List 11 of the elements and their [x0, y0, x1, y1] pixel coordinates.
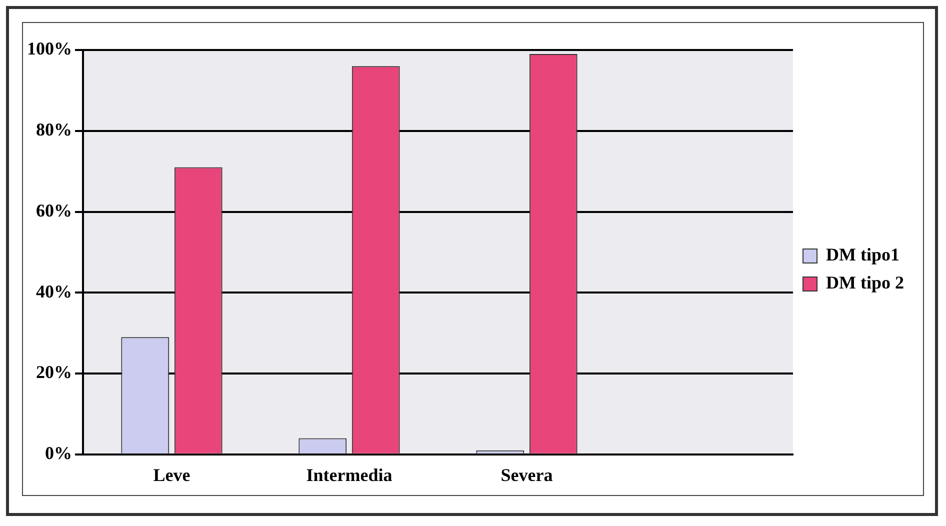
x-tick-label: Leve	[153, 464, 190, 485]
x-tick-label: Severa	[500, 464, 553, 485]
y-tick-label: 20%	[36, 362, 72, 382]
legend-label: DM tipo 2	[826, 272, 904, 293]
y-tick-label: 100%	[27, 38, 72, 59]
y-tick-label: 60%	[36, 200, 72, 220]
legend-label: DM tipo1	[826, 244, 900, 265]
x-tick-label: Intermedia	[306, 464, 392, 485]
y-tick-label: 80%	[36, 120, 72, 140]
y-tick-label: 40%	[36, 281, 72, 302]
y-tick-label: 0%	[45, 443, 72, 464]
